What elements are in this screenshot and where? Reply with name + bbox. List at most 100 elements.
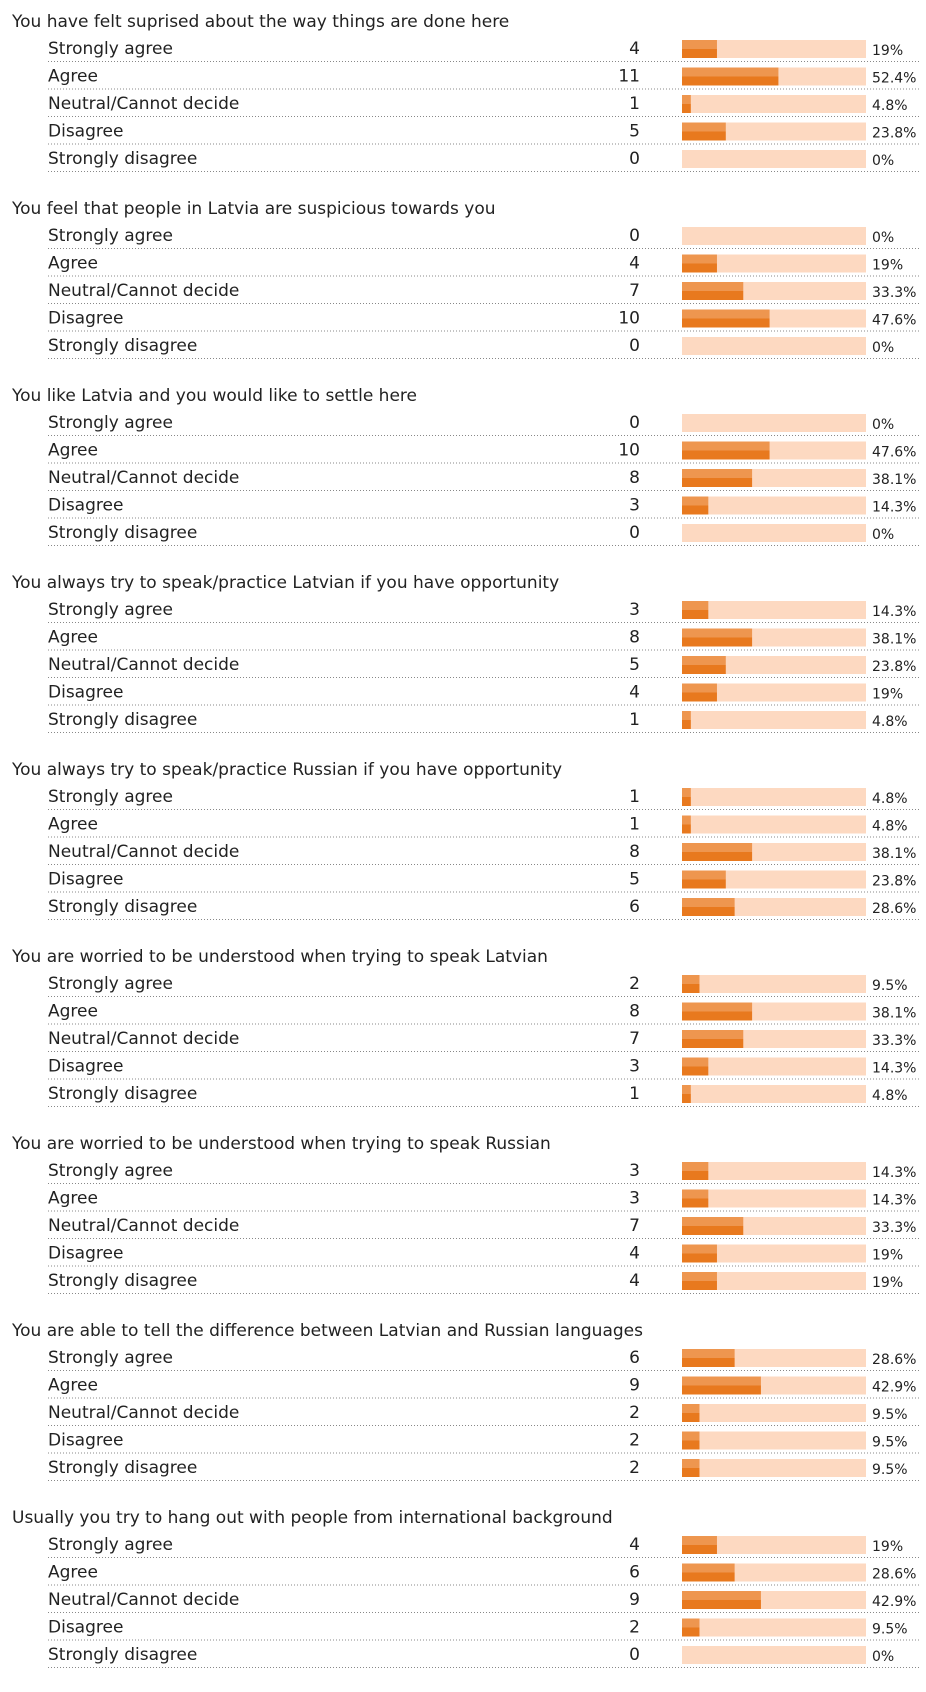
option-label: Agree [48,815,98,835]
option-count: 1 [629,815,640,835]
option-percent: 38.1% [872,1006,916,1022]
bar [682,309,770,328]
option-count: 7 [629,1029,640,1049]
bar-track [682,40,866,58]
option-percent: 19% [872,687,903,703]
option-label: Strongly disagree [48,710,197,730]
bar-track [682,122,866,141]
option-label: Disagree [48,1618,123,1638]
bar-track [682,1162,866,1180]
bar [682,1189,709,1208]
option-count: 4 [629,683,640,703]
option-count: 3 [629,1057,640,1077]
option-label: Disagree [48,496,123,516]
bar-track [682,1536,866,1554]
bar-track [682,496,866,515]
option-label: Strongly agree [48,226,173,246]
option-percent: 9.5% [872,1407,908,1423]
option-count: 2 [629,1431,640,1451]
bar-track [682,1244,866,1263]
bar [682,1349,735,1367]
bar [682,843,753,861]
option-percent: 14.3% [872,604,916,620]
bar-track [682,1431,866,1450]
option-count: 6 [629,1348,640,1368]
option-count: 8 [629,1002,640,1022]
bar [682,711,691,729]
option-count: 4 [629,1244,640,1264]
option-percent: 19% [872,1275,903,1291]
option-count: 8 [629,468,640,488]
bar-track [682,1272,866,1290]
option-label: Neutral/Cannot decide [48,1403,239,1423]
option-label: Disagree [48,870,123,890]
option-label: Strongly agree [48,1161,173,1181]
option-count: 0 [629,336,640,356]
option-count: 6 [629,897,640,917]
option-count: 3 [629,496,640,516]
option-label: Strongly agree [48,413,173,433]
option-label: Neutral/Cannot decide [48,281,239,301]
option-count: 7 [629,1216,640,1236]
bar [682,628,753,647]
bar [682,1085,691,1103]
option-label: Neutral/Cannot decide [48,94,239,114]
bar-track [682,337,866,355]
bar-track [682,788,866,806]
option-label: Strongly agree [48,1348,173,1368]
option-label: Disagree [48,1057,123,1077]
option-label: Agree [48,628,98,648]
option-label: Agree [48,1563,98,1583]
option-percent: 4.8% [872,714,908,730]
bar [682,122,726,141]
bar-track [682,1085,866,1103]
option-percent: 47.6% [872,445,916,461]
option-count: 9 [629,1590,640,1610]
option-count: 3 [629,1161,640,1181]
bar-track [682,601,866,619]
bar-track [682,975,866,993]
option-count: 4 [629,1271,640,1291]
bar-track [682,656,866,674]
question-title: You always try to speak/practice Russian… [11,760,562,780]
option-count: 8 [629,842,640,862]
option-label: Strongly agree [48,787,173,807]
question-title: Usually you try to hang out with people … [12,1508,613,1528]
bar [682,40,717,58]
option-percent: 33.3% [872,1220,916,1236]
option-count: 1 [629,710,640,730]
option-count: 1 [629,787,640,807]
option-percent: 19% [872,258,903,274]
bar [682,1563,735,1582]
bar [682,1459,700,1477]
bar [682,788,691,806]
option-count: 11 [618,67,640,87]
option-label: Strongly agree [48,1535,173,1555]
option-percent: 38.1% [872,846,916,862]
option-label: Disagree [48,122,123,142]
option-count: 0 [629,149,640,169]
bar-track [682,254,866,273]
option-percent: 0% [872,230,894,246]
bar [682,254,717,273]
option-percent: 4.8% [872,791,908,807]
bar [682,1217,744,1235]
bar [682,1618,700,1637]
option-percent: 52.4% [872,71,916,87]
bar-track [682,414,866,432]
bar [682,601,709,619]
option-count: 2 [629,1458,640,1478]
option-label: Neutral/Cannot decide [48,1590,239,1610]
option-count: 4 [629,254,640,274]
option-percent: 0% [872,417,894,433]
bar [682,815,691,834]
option-percent: 28.6% [872,901,916,917]
bar [682,1057,709,1076]
bar [682,1404,700,1422]
question-title: You are worried to be understood when tr… [11,1134,551,1154]
option-label: Strongly disagree [48,1458,197,1478]
bar-track [682,1057,866,1076]
option-percent: 14.3% [872,1061,916,1077]
option-percent: 19% [872,43,903,59]
option-count: 0 [629,226,640,246]
